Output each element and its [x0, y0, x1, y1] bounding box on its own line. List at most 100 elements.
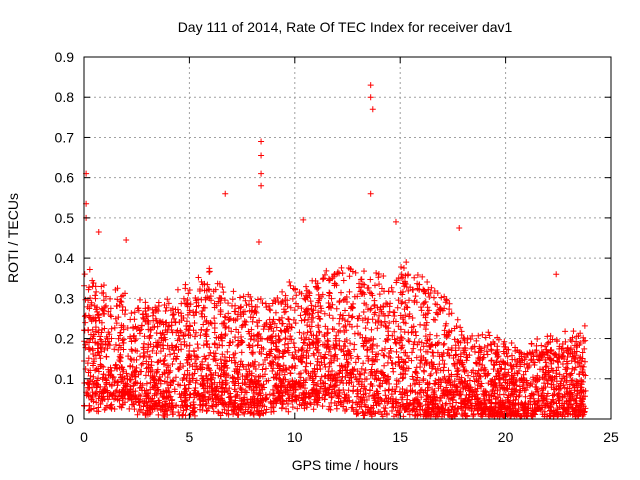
- data-point: [391, 328, 398, 335]
- data-point: [417, 360, 424, 367]
- data-point: [206, 286, 213, 293]
- data-point: [421, 287, 428, 294]
- data-point: [274, 295, 281, 302]
- data-point: [424, 379, 431, 386]
- data-point: [261, 403, 268, 410]
- data-point: [477, 398, 484, 405]
- data-point: [191, 312, 198, 319]
- data-point: [185, 290, 192, 297]
- data-point: [305, 393, 312, 400]
- data-point: [429, 363, 436, 370]
- data-point: [479, 407, 486, 414]
- data-point: [370, 336, 377, 343]
- data-point: [185, 356, 192, 363]
- data-point: [96, 352, 103, 359]
- data-point: [161, 398, 168, 405]
- data-point: [580, 388, 587, 395]
- data-point: [219, 342, 226, 349]
- data-point: [442, 401, 449, 408]
- data-point: [412, 293, 419, 300]
- data-point: [401, 406, 408, 413]
- data-point: [467, 336, 474, 343]
- data-point: [414, 271, 421, 278]
- data-point: [181, 399, 188, 406]
- data-point-peak: [222, 190, 229, 197]
- data-point: [377, 383, 384, 390]
- data-point: [535, 392, 542, 399]
- data-point: [230, 400, 237, 407]
- data-point: [486, 332, 493, 339]
- data-point: [165, 323, 172, 330]
- data-point: [346, 374, 353, 381]
- data-point: [398, 300, 405, 307]
- data-point-peak: [367, 82, 374, 89]
- data-point: [273, 324, 280, 331]
- data-point: [517, 363, 524, 370]
- data-point: [329, 367, 336, 374]
- data-point: [165, 300, 172, 307]
- data-point: [321, 310, 328, 317]
- data-point: [342, 296, 349, 303]
- data-point: [492, 373, 499, 380]
- data-point: [251, 404, 258, 411]
- data-point: [367, 276, 374, 283]
- data-point: [485, 370, 492, 377]
- data-point: [321, 333, 328, 340]
- data-point: [165, 364, 172, 371]
- data-point: [186, 342, 193, 349]
- data-point: [335, 395, 342, 402]
- data-point: [165, 394, 172, 401]
- data-point: [191, 412, 198, 419]
- data-point: [300, 399, 307, 406]
- data-point: [221, 406, 228, 413]
- data-point: [488, 347, 495, 354]
- data-point: [317, 385, 324, 392]
- data-point: [153, 391, 160, 398]
- data-point: [396, 388, 403, 395]
- data-point: [236, 395, 243, 402]
- data-point: [255, 377, 262, 384]
- data-point: [254, 323, 261, 330]
- data-point: [328, 359, 335, 366]
- data-point: [212, 392, 219, 399]
- data-point: [84, 360, 91, 367]
- data-point: [303, 334, 310, 341]
- data-point: [349, 313, 356, 320]
- data-point: [446, 311, 453, 318]
- data-point: [462, 397, 469, 404]
- data-point: [582, 405, 589, 412]
- data-point: [274, 384, 281, 391]
- data-point: [432, 317, 439, 324]
- data-point: [350, 371, 357, 378]
- data-point: [322, 323, 329, 330]
- data-point: [453, 388, 460, 395]
- data-point: [190, 399, 197, 406]
- data-point: [89, 378, 96, 385]
- data-point: [169, 329, 176, 336]
- data-point: [272, 333, 279, 340]
- data-point: [393, 411, 400, 418]
- data-point: [267, 307, 274, 314]
- data-point: [405, 355, 412, 362]
- data-point: [560, 382, 567, 389]
- data-point: [217, 356, 224, 363]
- data-point: [326, 303, 333, 310]
- data-point: [149, 306, 156, 313]
- data-point: [81, 313, 88, 320]
- data-point: [416, 281, 423, 288]
- data-point: [255, 378, 262, 385]
- data-point: [338, 362, 345, 369]
- data-point: [324, 329, 331, 336]
- data-point: [198, 310, 205, 317]
- data-point: [474, 382, 481, 389]
- data-point: [133, 325, 140, 332]
- data-point: [368, 290, 375, 297]
- data-point: [158, 319, 165, 326]
- data-point: [522, 386, 529, 393]
- data-point: [264, 354, 271, 361]
- data-point: [167, 367, 174, 374]
- data-point: [269, 300, 276, 307]
- data-point: [287, 336, 294, 343]
- data-point: [118, 404, 125, 411]
- data-point: [536, 353, 543, 360]
